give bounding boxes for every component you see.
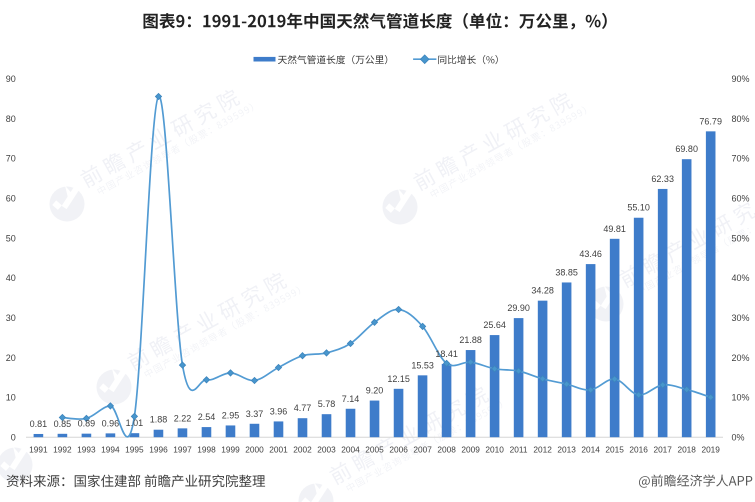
- svg-text:1994: 1994: [101, 445, 120, 455]
- svg-text:4.77: 4.77: [294, 403, 312, 413]
- svg-text:1997: 1997: [173, 445, 192, 455]
- svg-text:43.46: 43.46: [579, 249, 602, 259]
- svg-text:90: 90: [6, 74, 16, 84]
- svg-text:29.90: 29.90: [507, 303, 530, 313]
- svg-text:40: 40: [6, 273, 16, 283]
- svg-text:2014: 2014: [581, 445, 600, 455]
- svg-text:1991: 1991: [29, 445, 48, 455]
- svg-text:18.41: 18.41: [435, 349, 458, 359]
- svg-text:55.10: 55.10: [627, 203, 650, 213]
- svg-text:2.95: 2.95: [222, 411, 240, 421]
- svg-text:60%: 60%: [732, 194, 750, 204]
- svg-text:1999: 1999: [221, 445, 240, 455]
- svg-text:1996: 1996: [149, 445, 168, 455]
- svg-text:2001: 2001: [269, 445, 288, 455]
- svg-text:12.15: 12.15: [387, 374, 410, 384]
- svg-text:21.88: 21.88: [459, 335, 482, 345]
- svg-text:0%: 0%: [732, 433, 745, 443]
- svg-text:2006: 2006: [389, 445, 408, 455]
- svg-text:2004: 2004: [341, 445, 360, 455]
- svg-text:1.88: 1.88: [150, 415, 168, 425]
- svg-text:62.33: 62.33: [651, 174, 674, 184]
- svg-text:0.89: 0.89: [78, 419, 96, 429]
- svg-text:2011: 2011: [510, 445, 528, 455]
- svg-text:2007: 2007: [413, 445, 432, 455]
- svg-text:2000: 2000: [245, 445, 264, 455]
- svg-text:10: 10: [6, 393, 16, 403]
- svg-text:2003: 2003: [317, 445, 336, 455]
- svg-text:2013: 2013: [557, 445, 576, 455]
- svg-text:15.53: 15.53: [411, 360, 434, 370]
- svg-text:0.96: 0.96: [102, 418, 120, 428]
- svg-text:49.81: 49.81: [603, 224, 626, 234]
- svg-text:0.81: 0.81: [30, 419, 48, 429]
- svg-text:50: 50: [6, 233, 16, 243]
- svg-text:2016: 2016: [629, 445, 648, 455]
- svg-text:2015: 2015: [605, 445, 624, 455]
- svg-text:69.80: 69.80: [675, 144, 698, 154]
- svg-text:2019: 2019: [701, 445, 720, 455]
- svg-text:70: 70: [6, 154, 16, 164]
- svg-text:3.37: 3.37: [246, 409, 264, 419]
- svg-text:25.64: 25.64: [483, 320, 506, 330]
- svg-text:1992: 1992: [53, 445, 72, 455]
- svg-text:3.96: 3.96: [270, 406, 288, 416]
- svg-text:80%: 80%: [732, 114, 750, 124]
- svg-text:5.78: 5.78: [318, 399, 336, 409]
- svg-text:2.22: 2.22: [174, 413, 192, 423]
- svg-text:20%: 20%: [732, 353, 750, 363]
- svg-text:30%: 30%: [732, 313, 750, 323]
- svg-text:2009: 2009: [461, 445, 480, 455]
- svg-text:2010: 2010: [485, 445, 504, 455]
- svg-text:9.20: 9.20: [366, 386, 384, 396]
- svg-text:2.54: 2.54: [198, 412, 216, 422]
- svg-text:1.01: 1.01: [126, 418, 144, 428]
- svg-text:0.85: 0.85: [54, 419, 72, 429]
- svg-text:50%: 50%: [732, 233, 750, 243]
- svg-text:2012: 2012: [533, 445, 552, 455]
- svg-text:2017: 2017: [653, 445, 672, 455]
- svg-text:76.79: 76.79: [699, 116, 722, 126]
- svg-text:34.28: 34.28: [531, 286, 554, 296]
- svg-text:2005: 2005: [365, 445, 384, 455]
- svg-text:40%: 40%: [732, 273, 750, 283]
- svg-text:1998: 1998: [197, 445, 216, 455]
- svg-text:1995: 1995: [125, 445, 144, 455]
- svg-text:2002: 2002: [293, 445, 312, 455]
- svg-text:30: 30: [6, 313, 16, 323]
- svg-text:2008: 2008: [437, 445, 456, 455]
- svg-text:38.85: 38.85: [555, 268, 578, 278]
- svg-text:0: 0: [11, 433, 16, 443]
- svg-text:70%: 70%: [732, 154, 750, 164]
- svg-text:20: 20: [6, 353, 16, 363]
- svg-text:80: 80: [6, 114, 16, 124]
- svg-text:7.14: 7.14: [342, 394, 360, 404]
- svg-text:90%: 90%: [732, 74, 750, 84]
- svg-text:1993: 1993: [77, 445, 96, 455]
- svg-text:60: 60: [6, 194, 16, 204]
- svg-text:2018: 2018: [677, 445, 696, 455]
- svg-text:10%: 10%: [732, 393, 750, 403]
